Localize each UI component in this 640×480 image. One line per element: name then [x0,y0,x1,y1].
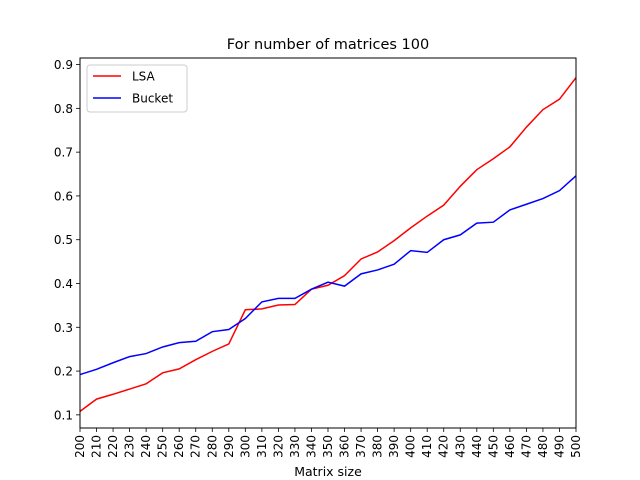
x-axis-label: Matrix size [294,464,362,479]
x-tick-label: 470 [519,435,533,458]
x-tick-label: 410 [420,435,434,458]
x-tick-label: 360 [338,435,352,458]
x-tick-label: 300 [238,435,252,458]
x-tick-label: 310 [255,435,269,458]
x-tick-label: 260 [172,435,186,458]
y-tick-label: 0.9 [54,58,73,72]
x-tick-label: 290 [222,435,236,458]
y-tick-label: 0.7 [54,146,73,160]
y-tick-label: 0.5 [54,233,73,247]
x-tick-label: 450 [486,435,500,458]
plot-lines [79,77,577,412]
x-tick-label: 440 [470,435,484,458]
y-tick-label: 0.8 [54,102,73,116]
x-tick-label: 270 [189,435,203,458]
x-tick-label: 480 [536,435,550,458]
chart-title: For number of matrices 100 [227,37,429,53]
x-tick-label: 420 [437,435,451,458]
x-tick-label: 500 [569,435,583,458]
x-tick-label: 490 [552,435,566,458]
x-axis: 200 210 220 230 240 250 260 270 280 290 300 310 320 3… [73,428,583,458]
y-tick-label: 0.3 [54,321,73,335]
x-tick-label: 250 [156,435,170,458]
x-tick-label: 330 [288,435,302,458]
series-line-bucket [79,175,577,376]
x-tick-label: 340 [304,435,318,458]
legend-label-lsa: LSA [132,70,156,84]
plot-area-frame [79,57,577,429]
x-tick-label: 230 [123,435,137,458]
x-tick-label: 380 [371,435,385,458]
x-tick-label: 390 [387,435,401,458]
y-tick-label: 0.4 [54,277,73,291]
x-tick-label: 320 [271,435,285,458]
y-axis: 0.1 0.2 0.3 0.4 0.5 0.6 0.7 0.8 0.9 [54,58,80,422]
x-tick-label: 400 [404,435,418,458]
x-tick-label: 210 [90,435,104,458]
x-tick-label: 200 [73,435,87,458]
x-tick-label: 220 [106,435,120,458]
x-tick-label: 430 [453,435,467,458]
x-tick-label: 460 [503,435,517,458]
legend: LSA Bucket [86,64,188,113]
y-tick-label: 0.6 [54,189,73,203]
y-tick-label: 0.1 [54,408,73,422]
y-tick-label: 0.2 [54,365,73,379]
x-tick-label: 350 [321,435,335,458]
x-tick-label: 240 [139,435,153,458]
series-line-lsa [79,77,577,412]
legend-label-bucket: Bucket [132,92,173,106]
x-tick-label: 370 [354,435,368,458]
x-tick-label: 280 [205,435,219,458]
